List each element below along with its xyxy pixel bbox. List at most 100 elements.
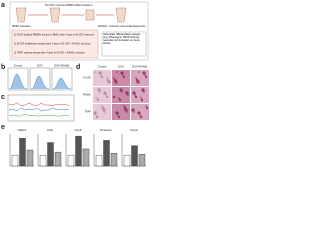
cell — [121, 91, 123, 93]
micrograph — [112, 87, 130, 103]
cell — [105, 94, 107, 96]
bar — [110, 152, 118, 167]
cell — [96, 97, 98, 99]
cell — [117, 115, 121, 119]
cell — [123, 106, 127, 110]
bar — [82, 148, 90, 167]
panel-label: a — [1, 2, 5, 9]
cell — [137, 111, 141, 115]
step-title: RANKL induced osteoclastogenesis — [98, 24, 146, 28]
flow-curve — [8, 73, 28, 90]
chart-title: Nfatc1 — [18, 128, 27, 132]
cell — [120, 71, 124, 75]
bar — [75, 135, 82, 167]
cell — [132, 91, 136, 95]
step: 1) FACS-isolated RBMMs fraction in BMCs … — [14, 34, 95, 37]
cell — [102, 108, 106, 112]
cell — [113, 78, 117, 82]
cell — [98, 71, 102, 75]
cell — [112, 95, 116, 99]
column-label: DOX+RANKL — [132, 65, 148, 69]
bar — [54, 151, 62, 167]
cell — [114, 80, 118, 84]
box-text-wrap: Osteoclast differentiation assays (e.g. … — [103, 33, 141, 46]
cell — [144, 74, 146, 76]
cell — [134, 95, 138, 99]
box-text: Osteoclast differentiation assays (e.g. … — [103, 33, 141, 46]
chart-title: Ctsk — [47, 128, 54, 132]
cell — [106, 78, 110, 82]
cell — [123, 105, 125, 107]
chart-title: Oscar — [130, 128, 138, 132]
cell — [141, 88, 145, 92]
cell — [134, 94, 136, 96]
cell — [93, 111, 97, 115]
step-title: BMM isolation — [12, 24, 31, 28]
cell — [133, 111, 135, 113]
cell — [122, 75, 126, 79]
column-label: Control — [98, 65, 107, 69]
bar — [138, 154, 146, 167]
cell — [95, 114, 97, 116]
bar — [11, 155, 19, 167]
cell — [107, 80, 111, 84]
flow-curve — [52, 77, 72, 90]
chart-title: Acp5 — [75, 128, 82, 132]
flow-title: DOX — [37, 64, 43, 68]
cell — [100, 74, 102, 76]
flow-title: DOX+RANKL — [54, 64, 70, 68]
cell — [122, 74, 124, 76]
cell — [105, 95, 109, 99]
steps-box — [11, 29, 99, 59]
bar — [95, 155, 103, 167]
cell — [101, 106, 105, 110]
cell — [140, 97, 142, 99]
cell — [135, 77, 137, 79]
cell — [131, 108, 135, 112]
step-title: M-CSF induced BMM differentiation — [45, 3, 93, 7]
cell — [118, 98, 122, 102]
text-box — [101, 31, 147, 57]
cell — [99, 91, 101, 93]
cell — [144, 75, 148, 79]
bar — [123, 155, 131, 167]
chart-title: Dcstamp — [100, 128, 112, 132]
bar-charts: Nfatc1 Ctsk Acp5 Dcstamp Oscar — [9, 128, 146, 167]
row-label: TRAP — [85, 111, 92, 114]
cell — [124, 108, 128, 112]
cell — [118, 97, 120, 99]
cell — [101, 105, 103, 107]
panel-label: c — [1, 94, 5, 101]
cell — [104, 111, 106, 113]
bar — [19, 138, 26, 167]
micrograph — [93, 87, 111, 103]
cell — [95, 115, 99, 119]
cell — [115, 111, 119, 115]
panel-label: e — [1, 124, 5, 131]
bar — [26, 149, 34, 167]
panel-label: b — [1, 64, 5, 71]
bar — [67, 155, 75, 167]
cell — [97, 88, 101, 92]
cell — [106, 77, 108, 79]
panel-label: d — [76, 64, 80, 71]
flow-plots: Control DOX DOX+RANKL — [7, 64, 73, 91]
flow-title: Control — [14, 64, 23, 68]
cell — [125, 91, 129, 95]
cell — [138, 71, 140, 73]
column-label: DOX — [118, 65, 124, 69]
cell — [100, 75, 104, 79]
row-label: M-CSF — [83, 77, 91, 80]
flow-curve — [30, 75, 50, 90]
cell — [117, 114, 119, 116]
cell — [113, 77, 115, 79]
image-grid: Control DOX DOX+RANKL M-CSF RANKL TRAP — [83, 65, 149, 120]
bar — [131, 145, 138, 167]
bar — [47, 142, 54, 167]
cell — [139, 114, 141, 116]
cell — [96, 98, 100, 102]
step: 3) TRAP staining assays after 4 days of … — [14, 52, 86, 55]
trace-frame — [7, 94, 75, 122]
traces — [8, 102, 70, 117]
row-label: RANKL — [83, 94, 92, 97]
